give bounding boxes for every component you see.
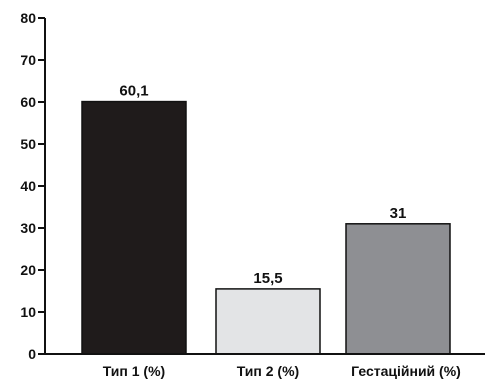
y-tick-label: 0 (28, 346, 36, 362)
bar (215, 288, 321, 355)
bars: 60,1 15,5 31 (81, 83, 451, 355)
data-label: 15,5 (253, 270, 282, 287)
x-tick-label: Тип 2 (%) (237, 363, 299, 379)
y-tick-label: 10 (20, 304, 36, 320)
y-tick-label: 60 (20, 94, 36, 110)
bar (345, 223, 451, 355)
y-tick-label: 40 (20, 178, 36, 194)
y-tick-label: 20 (20, 262, 36, 278)
y-tick-label: 50 (20, 136, 36, 152)
y-tick-label: 70 (20, 52, 36, 68)
bar (81, 100, 187, 355)
y-axis: 0 10 20 30 40 50 60 70 80 (20, 10, 46, 362)
y-tick-label: 80 (20, 10, 36, 26)
x-tick-label: Гестаційний (%) (351, 363, 461, 379)
data-label: 60,1 (119, 83, 148, 100)
y-tick-label: 30 (20, 220, 36, 236)
data-label: 31 (390, 205, 407, 222)
x-tick-label: Тип 1 (%) (103, 363, 165, 379)
x-axis: Тип 1 (%) Тип 2 (%) Гестаційний (%) (45, 353, 485, 379)
